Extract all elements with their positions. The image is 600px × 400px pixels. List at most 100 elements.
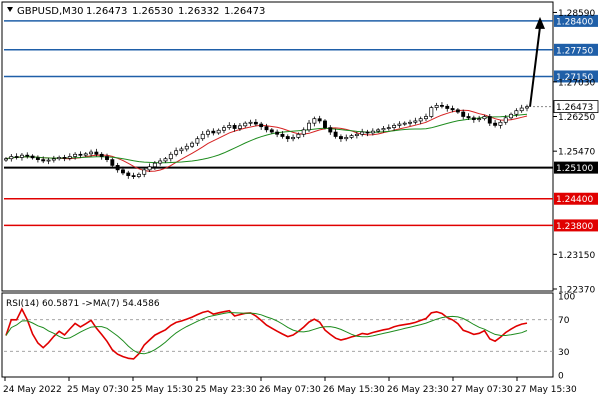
- time-tick-label: 26 May 23:30: [387, 385, 449, 395]
- candle-body: [200, 133, 205, 140]
- price-tick-label: 1.28590: [558, 9, 595, 19]
- level-tag-4: [554, 192, 598, 205]
- candle-body: [83, 153, 88, 156]
- candle-body: [147, 166, 152, 171]
- level-tag-label: 1.24400: [556, 195, 593, 205]
- candle-body: [195, 138, 200, 144]
- level-tag-label: 1.27150: [556, 73, 593, 83]
- candle-body: [131, 175, 136, 177]
- level-tag-3: [554, 161, 598, 174]
- candle-body: [397, 123, 402, 126]
- candle-body: [477, 118, 482, 121]
- candle-body: [392, 125, 397, 128]
- candle-body: [126, 172, 131, 176]
- candle-body: [434, 105, 439, 108]
- candle-body: [89, 151, 94, 155]
- candle-body: [307, 122, 311, 131]
- candle-body: [349, 135, 354, 138]
- candle-body: [206, 130, 210, 135]
- candle-body: [525, 106, 529, 109]
- time-tick-label: 25 May 07:30: [67, 385, 129, 395]
- time-tick-label: 26 May 15:30: [323, 385, 385, 395]
- candle-body: [99, 153, 104, 157]
- symbol-label: GBPUSD,M30: [17, 6, 84, 17]
- candle-body: [259, 123, 264, 128]
- arrow-shaft: [529, 26, 541, 107]
- time-tick-label: 25 May 23:30: [195, 385, 257, 395]
- candle-body: [105, 156, 109, 160]
- candle-body: [503, 117, 508, 123]
- close-value: 1.26473: [224, 6, 265, 17]
- horizontal-levels: [4, 20, 553, 227]
- candle-body: [14, 156, 19, 158]
- candle-body: [41, 159, 46, 162]
- candle-body: [328, 127, 333, 133]
- candle-body: [62, 157, 67, 159]
- candle-body: [222, 127, 226, 131]
- level-tag-label: 1.28400: [556, 17, 593, 27]
- candle-body: [344, 137, 349, 140]
- candle-body: [514, 110, 519, 115]
- candle-body: [354, 133, 359, 136]
- candle-body: [519, 107, 524, 112]
- candle-body: [333, 131, 338, 137]
- rsi-tick-label: 30: [558, 348, 570, 358]
- candle-body: [184, 145, 189, 150]
- candle-body: [445, 105, 450, 109]
- rsi-tick-label: 70: [558, 316, 570, 326]
- candle-body: [424, 116, 428, 120]
- candle-body: [19, 154, 24, 158]
- candle-body: [312, 118, 317, 124]
- price-axis: 1.28400 1.27750 1.27150 1.25100 1.24400 1.238…: [533, 9, 599, 296]
- candle-body: [30, 155, 35, 159]
- candle-body: [190, 142, 195, 147]
- candle-body: [296, 133, 301, 138]
- candle-body: [487, 116, 492, 124]
- candle-body: [142, 169, 147, 175]
- candle-body: [323, 120, 327, 128]
- level-tag-2: [554, 70, 598, 83]
- candle-body: [509, 113, 514, 119]
- time-axis: 24 May 2022 25 May 07:30 25 May 15:30 25 Ma…: [3, 377, 577, 395]
- price-tick-label: 1.23150: [558, 251, 595, 261]
- rsi-tick-label: 0: [558, 372, 564, 382]
- candle-body: [450, 108, 455, 111]
- candle-body: [338, 136, 343, 140]
- price-frame: [1, 1, 554, 292]
- price-tick-label: 1.27030: [558, 78, 595, 88]
- candle-body: [291, 137, 296, 140]
- time-tick-label: 27 May 07:30: [451, 385, 513, 395]
- candle-body: [269, 129, 274, 133]
- candle-body: [179, 148, 184, 152]
- time-tick-label: 25 May 15:30: [131, 385, 193, 395]
- rsi-header-label: RSI(14) 60.5871 ->MA(7) 54.4586: [6, 299, 160, 309]
- candle-body: [46, 159, 51, 162]
- candle-body: [418, 118, 423, 122]
- candle-body: [158, 160, 163, 164]
- dropdown-triangle-icon[interactable]: [7, 7, 13, 12]
- candle-body: [370, 130, 375, 134]
- candle-body: [94, 151, 99, 155]
- level-tag-label: 1.27750: [556, 46, 593, 56]
- candle-body: [386, 127, 391, 129]
- candle-body: [285, 136, 290, 140]
- candle-body: [482, 116, 487, 120]
- level-tag-label: 1.25100: [556, 164, 593, 174]
- level-tag-5: [554, 219, 598, 232]
- candle-body: [110, 159, 115, 166]
- candle-body: [57, 157, 62, 160]
- candle-body: [439, 105, 444, 107]
- candle-body: [365, 131, 370, 134]
- high-value: 1.26530: [132, 6, 173, 17]
- candle-body: [429, 107, 434, 117]
- time-tick-label: 26 May 07:30: [259, 385, 321, 395]
- candle-body: [493, 122, 498, 126]
- candle-body: [227, 125, 232, 128]
- price-tick-label: 1.25470: [558, 148, 595, 158]
- level-tag-label: 1.23800: [556, 222, 593, 232]
- candle-body: [360, 131, 365, 135]
- candle-body: [381, 128, 386, 131]
- candle-body: [408, 121, 412, 124]
- candles: [4, 102, 529, 180]
- candle-body: [248, 121, 253, 124]
